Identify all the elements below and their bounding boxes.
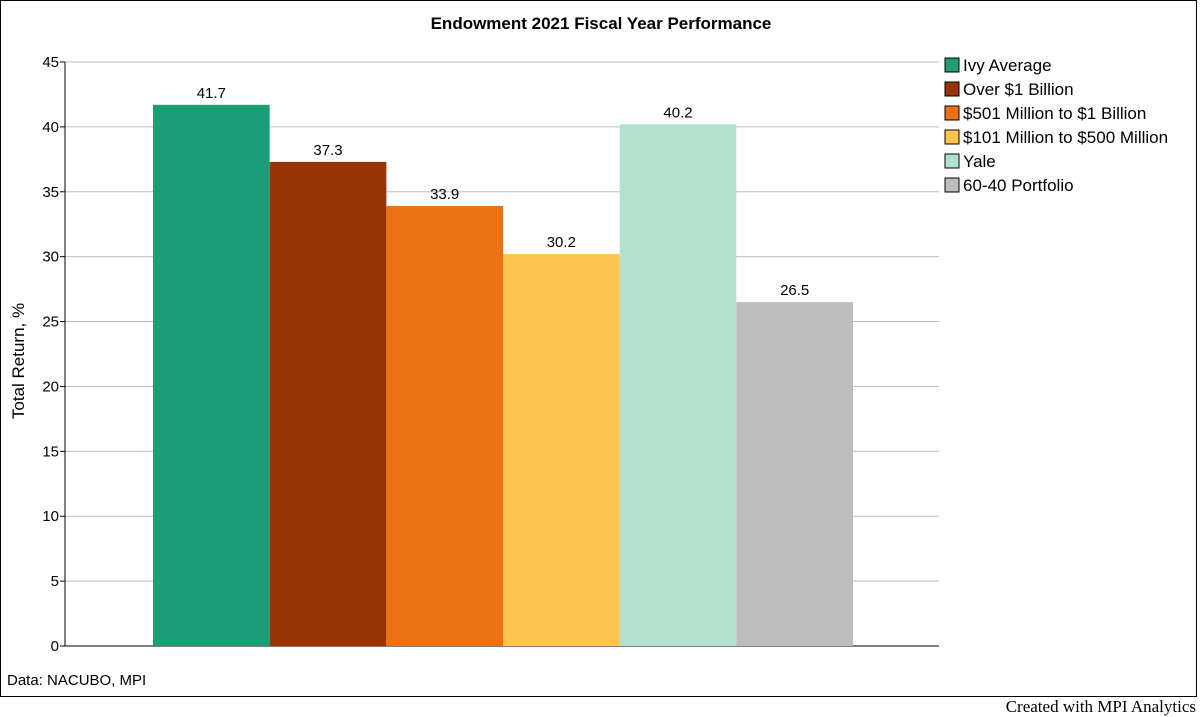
y-axis-label: Total Return, % bbox=[9, 303, 28, 419]
legend-label: Over $1 Billion bbox=[963, 80, 1074, 99]
data-label: 37.3 bbox=[313, 142, 342, 159]
data-label: 41.7 bbox=[197, 85, 226, 102]
y-tick-label: 40 bbox=[42, 119, 59, 136]
y-tick-label: 25 bbox=[42, 314, 59, 331]
legend-swatch bbox=[944, 177, 960, 193]
bar bbox=[736, 302, 853, 646]
credit-text: Created with MPI Analytics bbox=[1005, 697, 1196, 716]
y-tick-label: 0 bbox=[51, 638, 59, 655]
y-tick-label: 30 bbox=[42, 249, 59, 266]
legend-swatch bbox=[944, 105, 960, 121]
chart-frame: Endowment 2021 Fiscal Year Performance 0… bbox=[0, 0, 1197, 697]
data-label: 33.9 bbox=[430, 186, 459, 203]
y-tick-label: 45 bbox=[42, 54, 59, 71]
bar bbox=[503, 254, 620, 646]
y-tick-label: 10 bbox=[42, 508, 59, 525]
bar bbox=[619, 124, 737, 646]
chart-canvas: Endowment 2021 Fiscal Year Performance 0… bbox=[7, 14, 1168, 689]
data-label: 30.2 bbox=[547, 234, 576, 251]
y-tick-label: 15 bbox=[42, 443, 59, 460]
legend-swatch bbox=[944, 81, 960, 97]
bars bbox=[153, 104, 853, 647]
y-tick-label: 20 bbox=[42, 378, 59, 395]
legend-swatch bbox=[944, 57, 960, 73]
y-tick-label: 35 bbox=[42, 184, 59, 201]
legend-label: Ivy Average bbox=[963, 56, 1052, 75]
legend-label: $501 Million to $1 Billion bbox=[963, 104, 1146, 123]
legend-swatch bbox=[944, 153, 960, 169]
y-tick-label: 5 bbox=[51, 573, 59, 590]
bar bbox=[153, 104, 270, 647]
bar bbox=[269, 161, 387, 646]
legend: Ivy Average Over $1 Billion $501 Million t… bbox=[944, 56, 1168, 195]
legend-swatch bbox=[944, 129, 960, 145]
data-labels: 41.7 37.3 33.9 30.2 40.2 26.5 bbox=[197, 85, 810, 299]
legend-label: $101 Million to $500 Million bbox=[963, 128, 1168, 147]
data-label: 40.2 bbox=[663, 104, 692, 121]
source-note: Data: NACUBO, MPI bbox=[7, 672, 146, 689]
bar bbox=[386, 206, 503, 646]
legend-label: 60-40 Portfolio bbox=[963, 176, 1074, 195]
data-label: 26.5 bbox=[780, 282, 809, 299]
chart-title: Endowment 2021 Fiscal Year Performance bbox=[431, 14, 772, 33]
legend-label: Yale bbox=[963, 152, 996, 171]
